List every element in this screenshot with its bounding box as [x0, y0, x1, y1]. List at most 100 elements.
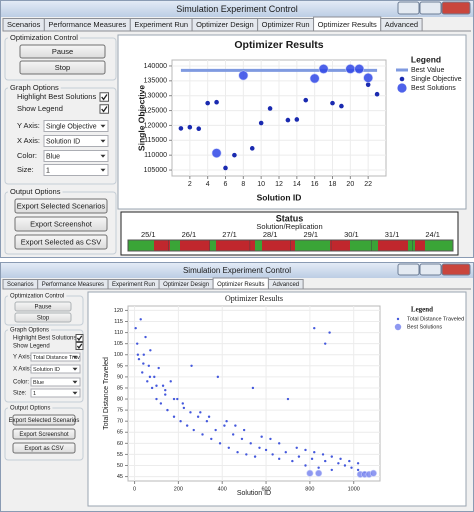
combobox[interactable]: Total Distance Trav [30, 352, 81, 362]
data-point [155, 397, 158, 401]
x-tick-label: 10 [257, 181, 265, 188]
data-point [164, 388, 167, 392]
data-point [201, 433, 204, 436]
checkbox[interactable] [75, 342, 84, 350]
tab[interactable]: Advanced [380, 18, 423, 32]
title-bar [1, 1, 473, 17]
legend-swatch [399, 76, 405, 82]
data-point [328, 331, 331, 334]
tab[interactable]: Optimizer Design [191, 18, 259, 32]
checkbox[interactable] [99, 104, 109, 114]
data-point [236, 451, 239, 454]
data-point [242, 428, 246, 432]
combobox[interactable]: 1 [43, 164, 109, 176]
x-tick-label: 12 [275, 181, 283, 188]
data-point [258, 120, 264, 126]
button-label: Export as CSV [24, 446, 63, 452]
x-tick-label: 8 [241, 181, 245, 188]
combobox[interactable]: Blue [43, 150, 109, 162]
data-point [136, 353, 140, 356]
export-button[interactable]: Export Selected Scenarios [14, 198, 108, 214]
combobox[interactable]: Blue [30, 377, 81, 387]
combobox-face [30, 377, 81, 387]
tab-face [380, 18, 423, 32]
data-point [374, 91, 380, 97]
tab-label: Optimizer Results [318, 20, 377, 29]
combobox[interactable]: Single Objective [43, 120, 109, 132]
control-button[interactable]: Stop [14, 312, 72, 323]
control-button[interactable]: Pause [14, 301, 72, 312]
checkbox[interactable] [75, 334, 84, 342]
checkbox-label: Show Legend [13, 344, 50, 350]
combobox-face [43, 135, 109, 147]
data-point [144, 335, 147, 339]
combobox[interactable]: Solution ID [43, 135, 109, 147]
tab[interactable]: Optimizer Results [212, 277, 269, 290]
dropdown-arrow [72, 367, 78, 371]
checkbox[interactable] [99, 92, 109, 102]
combobox-face [30, 388, 81, 398]
legend-title: Legend [411, 306, 433, 314]
control-button[interactable]: Stop [19, 60, 106, 75]
tab[interactable]: Performance Measures [43, 18, 131, 32]
y-tick-label: 120 [114, 308, 123, 314]
best-solution-point [369, 469, 377, 477]
tab[interactable]: Optimizer Results [313, 16, 382, 32]
legend-swatch [394, 323, 402, 331]
best-solution-point [318, 64, 329, 74]
x-tick-label: 600 [261, 486, 270, 492]
combobox-value: Total Distance Trav [33, 355, 80, 361]
export-button[interactable]: Export Screenshot [12, 428, 76, 440]
data-point [337, 462, 340, 465]
tab[interactable]: Performance Measures [37, 279, 109, 290]
data-point [187, 124, 193, 130]
export-button[interactable]: Export Selected Scenarios [9, 414, 80, 426]
maximize-button[interactable] [419, 263, 442, 276]
data-point [303, 97, 309, 103]
tab[interactable]: Scenarios [2, 279, 39, 290]
data-point [205, 100, 210, 106]
tab[interactable]: Advanced [267, 279, 304, 290]
tab[interactable]: Experiment Run [129, 18, 193, 32]
best-solution-point [306, 469, 314, 477]
export-button[interactable]: Export as CSV [12, 442, 76, 454]
data-point [172, 415, 176, 418]
tab[interactable]: Optimizer Run [257, 18, 315, 32]
tab[interactable]: Optimizer Design [158, 279, 214, 290]
tab[interactable]: Experiment Run [107, 279, 160, 290]
y-tick-label: 115 [114, 319, 123, 325]
tab[interactable]: Scenarios [2, 18, 45, 32]
close-button[interactable] [441, 263, 471, 276]
data-point [260, 435, 263, 438]
minimize-button[interactable] [397, 263, 420, 276]
data-point [148, 375, 152, 379]
checkmark [76, 343, 83, 350]
checkbox-label: Highlight Best Solutions [17, 92, 96, 101]
data-point [146, 380, 149, 383]
close-button[interactable] [441, 1, 471, 15]
y-tick-label: 60 [117, 441, 123, 447]
tab-label: Optimizer Design [196, 20, 254, 29]
window-title: Simulation Experiment Control [176, 4, 298, 14]
button-face [14, 216, 108, 232]
best-solution-point [363, 72, 374, 83]
field-label: Y Axis: [13, 355, 32, 361]
group-label-bg [8, 327, 52, 333]
data-point [164, 393, 167, 396]
field-label: Size: [17, 165, 34, 174]
maximize-button[interactable] [419, 1, 442, 15]
export-button[interactable]: Export Screenshot [14, 216, 108, 232]
minimize-button[interactable] [397, 1, 420, 15]
status-segment [180, 240, 210, 251]
dropdown-arrow [100, 168, 106, 172]
data-point [330, 100, 335, 106]
button-face [14, 301, 72, 312]
y-tick-label: 55 [117, 452, 123, 458]
data-point [181, 402, 184, 405]
combobox[interactable]: 1 [30, 388, 81, 398]
export-button[interactable]: Export Selected as CSV [14, 234, 108, 250]
combobox[interactable]: Solution ID [30, 364, 81, 374]
control-button[interactable]: Pause [19, 44, 106, 59]
combobox-face [43, 120, 109, 132]
data-point [218, 442, 222, 445]
